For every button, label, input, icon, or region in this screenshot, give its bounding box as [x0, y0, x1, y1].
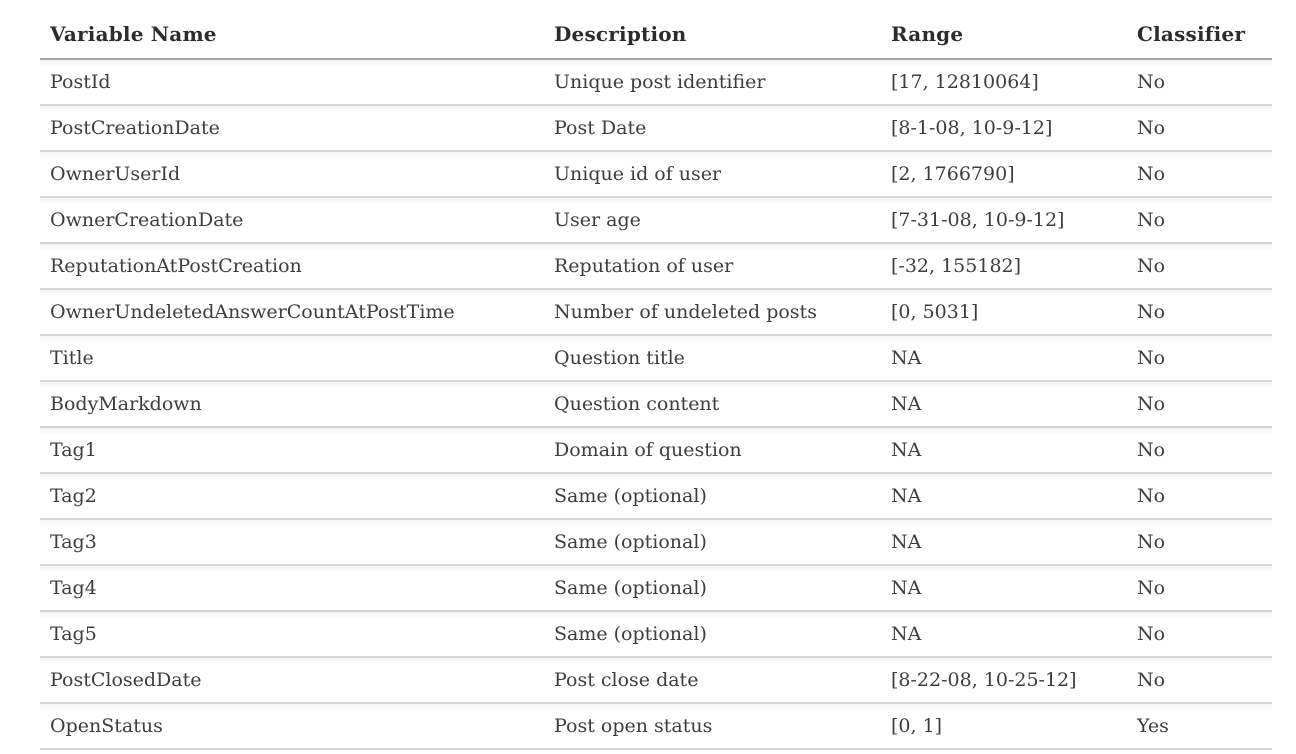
table-body: PostId Unique post identifier [17, 12810…: [40, 59, 1272, 750]
cell-description: Question title: [544, 335, 881, 382]
cell-classifier: No: [1127, 381, 1272, 428]
cell-range: [2, 1766790]: [881, 151, 1127, 198]
cell-variable-name: Tag2: [40, 473, 544, 520]
cell-description: User age: [544, 197, 881, 244]
cell-range: [8-1-08, 10-9-12]: [881, 105, 1127, 152]
cell-variable-name: OwnerUserId: [40, 151, 544, 198]
cell-variable-name: Tag3: [40, 519, 544, 566]
cell-variable-name: OwnerCreationDate: [40, 197, 544, 244]
cell-range: NA: [881, 473, 1127, 520]
cell-range: [-32, 155182]: [881, 243, 1127, 290]
table-row: OpenStatus Post open status [0, 1] Yes: [40, 703, 1272, 750]
cell-range: NA: [881, 565, 1127, 612]
table-row: Title Question title NA No: [40, 335, 1272, 382]
cell-range: [0, 5031]: [881, 289, 1127, 336]
table-row: BodyMarkdown Question content NA No: [40, 381, 1272, 428]
table-row: Tag5 Same (optional) NA No: [40, 611, 1272, 658]
cell-description: Domain of question: [544, 427, 881, 474]
cell-description: Same (optional): [544, 611, 881, 658]
cell-variable-name: Tag1: [40, 427, 544, 474]
cell-range: NA: [881, 381, 1127, 428]
cell-variable-name: PostClosedDate: [40, 657, 544, 704]
table-row: PostCreationDate Post Date [8-1-08, 10-9…: [40, 105, 1272, 152]
cell-description: Post open status: [544, 703, 881, 750]
cell-description: Reputation of user: [544, 243, 881, 290]
cell-classifier: No: [1127, 335, 1272, 382]
table-row: Tag4 Same (optional) NA No: [40, 565, 1272, 612]
cell-description: Same (optional): [544, 565, 881, 612]
cell-variable-name: PostCreationDate: [40, 105, 544, 152]
table-row: Tag1 Domain of question NA No: [40, 427, 1272, 474]
cell-variable-name: OwnerUndeletedAnswerCountAtPostTime: [40, 289, 544, 336]
cell-classifier: No: [1127, 611, 1272, 658]
cell-classifier: No: [1127, 105, 1272, 152]
cell-variable-name: BodyMarkdown: [40, 381, 544, 428]
cell-classifier: No: [1127, 657, 1272, 704]
table-row: OwnerCreationDate User age [7-31-08, 10-…: [40, 197, 1272, 244]
table-row: Tag3 Same (optional) NA No: [40, 519, 1272, 566]
column-header-variable-name: Variable Name: [40, 10, 544, 60]
cell-range: [0, 1]: [881, 703, 1127, 750]
cell-description: Unique post identifier: [544, 59, 881, 106]
table-row: Tag2 Same (optional) NA No: [40, 473, 1272, 520]
table-row: ReputationAtPostCreation Reputation of u…: [40, 243, 1272, 290]
cell-classifier: No: [1127, 565, 1272, 612]
variables-table-container: Variable Name Description Range Classifi…: [40, 10, 1272, 750]
table-row: PostId Unique post identifier [17, 12810…: [40, 59, 1272, 106]
cell-variable-name: Tag5: [40, 611, 544, 658]
cell-description: Question content: [544, 381, 881, 428]
table-row: PostClosedDate Post close date [8-22-08,…: [40, 657, 1272, 704]
cell-classifier: Yes: [1127, 703, 1272, 750]
cell-classifier: No: [1127, 473, 1272, 520]
table-row: OwnerUndeletedAnswerCountAtPostTime Numb…: [40, 289, 1272, 336]
cell-variable-name: OpenStatus: [40, 703, 544, 750]
cell-variable-name: Tag4: [40, 565, 544, 612]
cell-range: NA: [881, 519, 1127, 566]
table-row: OwnerUserId Unique id of user [2, 176679…: [40, 151, 1272, 198]
cell-classifier: No: [1127, 427, 1272, 474]
cell-description: Number of undeleted posts: [544, 289, 881, 336]
cell-range: NA: [881, 427, 1127, 474]
cell-description: Same (optional): [544, 473, 881, 520]
variables-table: Variable Name Description Range Classifi…: [40, 10, 1272, 750]
cell-description: Unique id of user: [544, 151, 881, 198]
cell-range: [7-31-08, 10-9-12]: [881, 197, 1127, 244]
column-header-range: Range: [881, 10, 1127, 60]
cell-classifier: No: [1127, 243, 1272, 290]
cell-range: [17, 12810064]: [881, 59, 1127, 106]
cell-classifier: No: [1127, 59, 1272, 106]
cell-description: Post Date: [544, 105, 881, 152]
table-header: Variable Name Description Range Classifi…: [40, 10, 1272, 60]
cell-description: Post close date: [544, 657, 881, 704]
header-row: Variable Name Description Range Classifi…: [40, 10, 1272, 60]
cell-range: NA: [881, 611, 1127, 658]
column-header-classifier: Classifier: [1127, 10, 1272, 60]
cell-variable-name: Title: [40, 335, 544, 382]
cell-range: NA: [881, 335, 1127, 382]
cell-range: [8-22-08, 10-25-12]: [881, 657, 1127, 704]
cell-classifier: No: [1127, 197, 1272, 244]
column-header-description: Description: [544, 10, 881, 60]
cell-variable-name: ReputationAtPostCreation: [40, 243, 544, 290]
cell-variable-name: PostId: [40, 59, 544, 106]
cell-classifier: No: [1127, 519, 1272, 566]
cell-classifier: No: [1127, 151, 1272, 198]
cell-classifier: No: [1127, 289, 1272, 336]
cell-description: Same (optional): [544, 519, 881, 566]
